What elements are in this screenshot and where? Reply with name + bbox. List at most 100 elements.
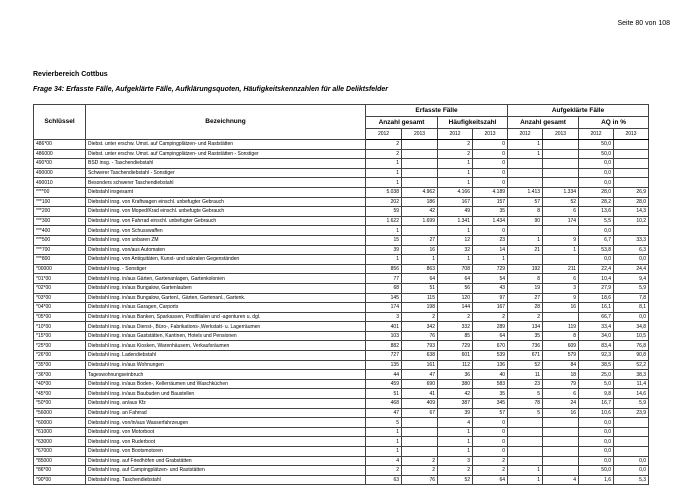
cell-value: 4 xyxy=(542,474,580,486)
header-year: 2013 xyxy=(613,128,650,140)
cell-value: 43 xyxy=(471,282,509,294)
cell-name: Besonders schwerer Taschendiebstahl xyxy=(85,177,366,188)
cell-value: 601 xyxy=(437,350,473,361)
cell-value: 28 xyxy=(507,302,544,313)
cell-key: *01*00 xyxy=(33,273,86,284)
table-row: 490*00 BSD insg. - Taschendiebstahl 1 1 0 0,0 xyxy=(33,158,650,169)
cell-value: 5.038 xyxy=(365,186,402,198)
cell-value xyxy=(542,311,580,323)
cell-value: 15 xyxy=(365,234,402,246)
cell-value: 49 xyxy=(437,206,473,217)
cell-name: Diebstahl insg. in/aus Bungalow, Gartenl… xyxy=(85,282,366,294)
cell-name: Diebstahl insg. von Fahrrad einschl. unb… xyxy=(85,215,366,227)
cell-value: 57 xyxy=(471,407,509,419)
cell-value: 186 xyxy=(401,196,438,208)
table-row: *86*00 Diebstahl insg. auf Campingplätzen… xyxy=(33,465,650,476)
cell-value: 0,0 xyxy=(578,436,615,447)
table-row: ***800 Diebstahl insg. von Antiquitäten, … xyxy=(33,254,650,265)
cell-value: 145 xyxy=(365,292,402,304)
cell-value: 23,9 xyxy=(613,407,650,419)
cell-key: *25*00 xyxy=(33,340,86,352)
table-row: ***200 Diebstahl insg. von Moped/Krad ein… xyxy=(33,206,650,217)
cell-value: 64 xyxy=(401,273,438,284)
cell-key: *15*00 xyxy=(33,330,86,342)
cell-key: *40*00 xyxy=(33,378,86,390)
cell-value: 68 xyxy=(365,282,402,294)
cell-value: 1.622 xyxy=(365,215,402,227)
cell-value: 1 xyxy=(507,234,544,246)
cell-value: 26,9 xyxy=(613,186,650,198)
cell-value: 35 xyxy=(471,206,509,217)
cell-name: Diebst. unter erschw. Umst. auf Campingp… xyxy=(85,148,366,160)
cell-value xyxy=(542,417,580,428)
cell-value: 5,5 xyxy=(578,215,615,227)
cell-name: Diebstahl insg. von Kraftwagen einschl. … xyxy=(85,196,366,208)
cell-value: 57 xyxy=(507,196,544,208)
cell-value: 1 xyxy=(437,254,473,265)
cell-value: 39 xyxy=(437,407,473,419)
cell-value: 0,0 xyxy=(578,455,615,467)
cell-value: 23 xyxy=(507,378,544,390)
cell-value: 2 xyxy=(507,311,544,323)
cell-value: 1 xyxy=(507,474,544,486)
cell-value: 5 xyxy=(365,417,402,428)
cell-name: Diebstahl insg. von/in/aus Wasserfahrzeu… xyxy=(85,417,366,428)
table-row: *40*00 Diebstahl insg. in/aus Boden-, Kel… xyxy=(33,378,650,390)
cell-value: 579 xyxy=(542,350,580,361)
cell-value xyxy=(401,139,438,150)
cell-value: 2 xyxy=(471,465,509,476)
cell-value: 134 xyxy=(507,321,544,332)
cell-value: 9,8 xyxy=(578,388,615,400)
cell-value: 12 xyxy=(437,234,473,246)
table-row: *01*00 Diebstahl insg. in/aus Gärten, Gar… xyxy=(33,273,650,284)
cell-value: 16 xyxy=(401,244,438,256)
cell-value: 5,9 xyxy=(613,282,650,294)
cell-value: 192 xyxy=(507,263,544,275)
table-row: *90*00 Diebstahl insg. Taschendiebstahl 63… xyxy=(33,474,650,486)
cell-value xyxy=(542,446,580,457)
cell-value: 11 xyxy=(507,369,544,380)
cell-value: 638 xyxy=(401,350,438,361)
cell-value: 112 xyxy=(437,359,473,371)
cell-value: 0,0 xyxy=(578,446,615,457)
cell-value: 25,0 xyxy=(578,369,615,380)
cell-name: Diebstahl insg. von Motorboot xyxy=(85,426,366,438)
cell-value: 16 xyxy=(542,407,580,419)
cell-value xyxy=(401,148,438,160)
cell-value xyxy=(507,177,544,188)
cell-name: Diebstahl insg. von Moped/Krad einschl. … xyxy=(85,206,366,217)
cell-name: Schwerer Taschendiebstahl - Sonstiger xyxy=(85,167,366,179)
cell-value: 9,4 xyxy=(613,273,650,284)
cell-key: ***500 xyxy=(33,234,86,246)
cell-value: 16,1 xyxy=(578,302,615,313)
cell-name: Diebstahl insg. in/aus Boden-, Kellerräu… xyxy=(85,378,366,390)
cell-value: 729 xyxy=(437,340,473,352)
cell-value: 77 xyxy=(365,273,402,284)
cell-value: 11,4 xyxy=(613,378,650,390)
table-row: *15*00 Diebstahl insg. in/aus Gaststätten… xyxy=(33,330,650,342)
cell-value: 33,3 xyxy=(613,234,650,246)
header-sub: Anzahl gesamt xyxy=(507,116,580,129)
cell-value: 0 xyxy=(471,177,509,188)
cell-value: 52 xyxy=(542,196,580,208)
cell-key: ***700 xyxy=(33,244,86,256)
cell-value: 0,0 xyxy=(578,254,615,265)
cell-value: 882 xyxy=(365,340,402,352)
cell-key: *00000 xyxy=(33,263,86,275)
cell-value: 793 xyxy=(401,340,438,352)
cell-value: 24 xyxy=(542,398,580,409)
cell-name: Diebstahl insg. - Sonstiger xyxy=(85,263,366,275)
cell-value: 2 xyxy=(437,311,473,323)
cell-value: 4 xyxy=(365,455,402,467)
cell-value: 4 xyxy=(437,417,473,428)
cell-value: 1 xyxy=(365,225,402,236)
cell-name: Tageswohnungseinbruch xyxy=(85,369,366,380)
cell-name: BSD insg. - Taschendiebstahl xyxy=(85,158,366,169)
cell-value xyxy=(613,446,650,457)
table-row: *00000 Diebstahl insg. - Sonstiger 856 863 7… xyxy=(33,263,650,275)
cell-value xyxy=(613,148,650,160)
table-row: *45*00 Diebstahl insg. in/aus Baubuden un… xyxy=(33,388,650,400)
cell-value: 14,6 xyxy=(613,388,650,400)
cell-value: 1 xyxy=(365,177,402,188)
cell-value: 19 xyxy=(507,282,544,294)
